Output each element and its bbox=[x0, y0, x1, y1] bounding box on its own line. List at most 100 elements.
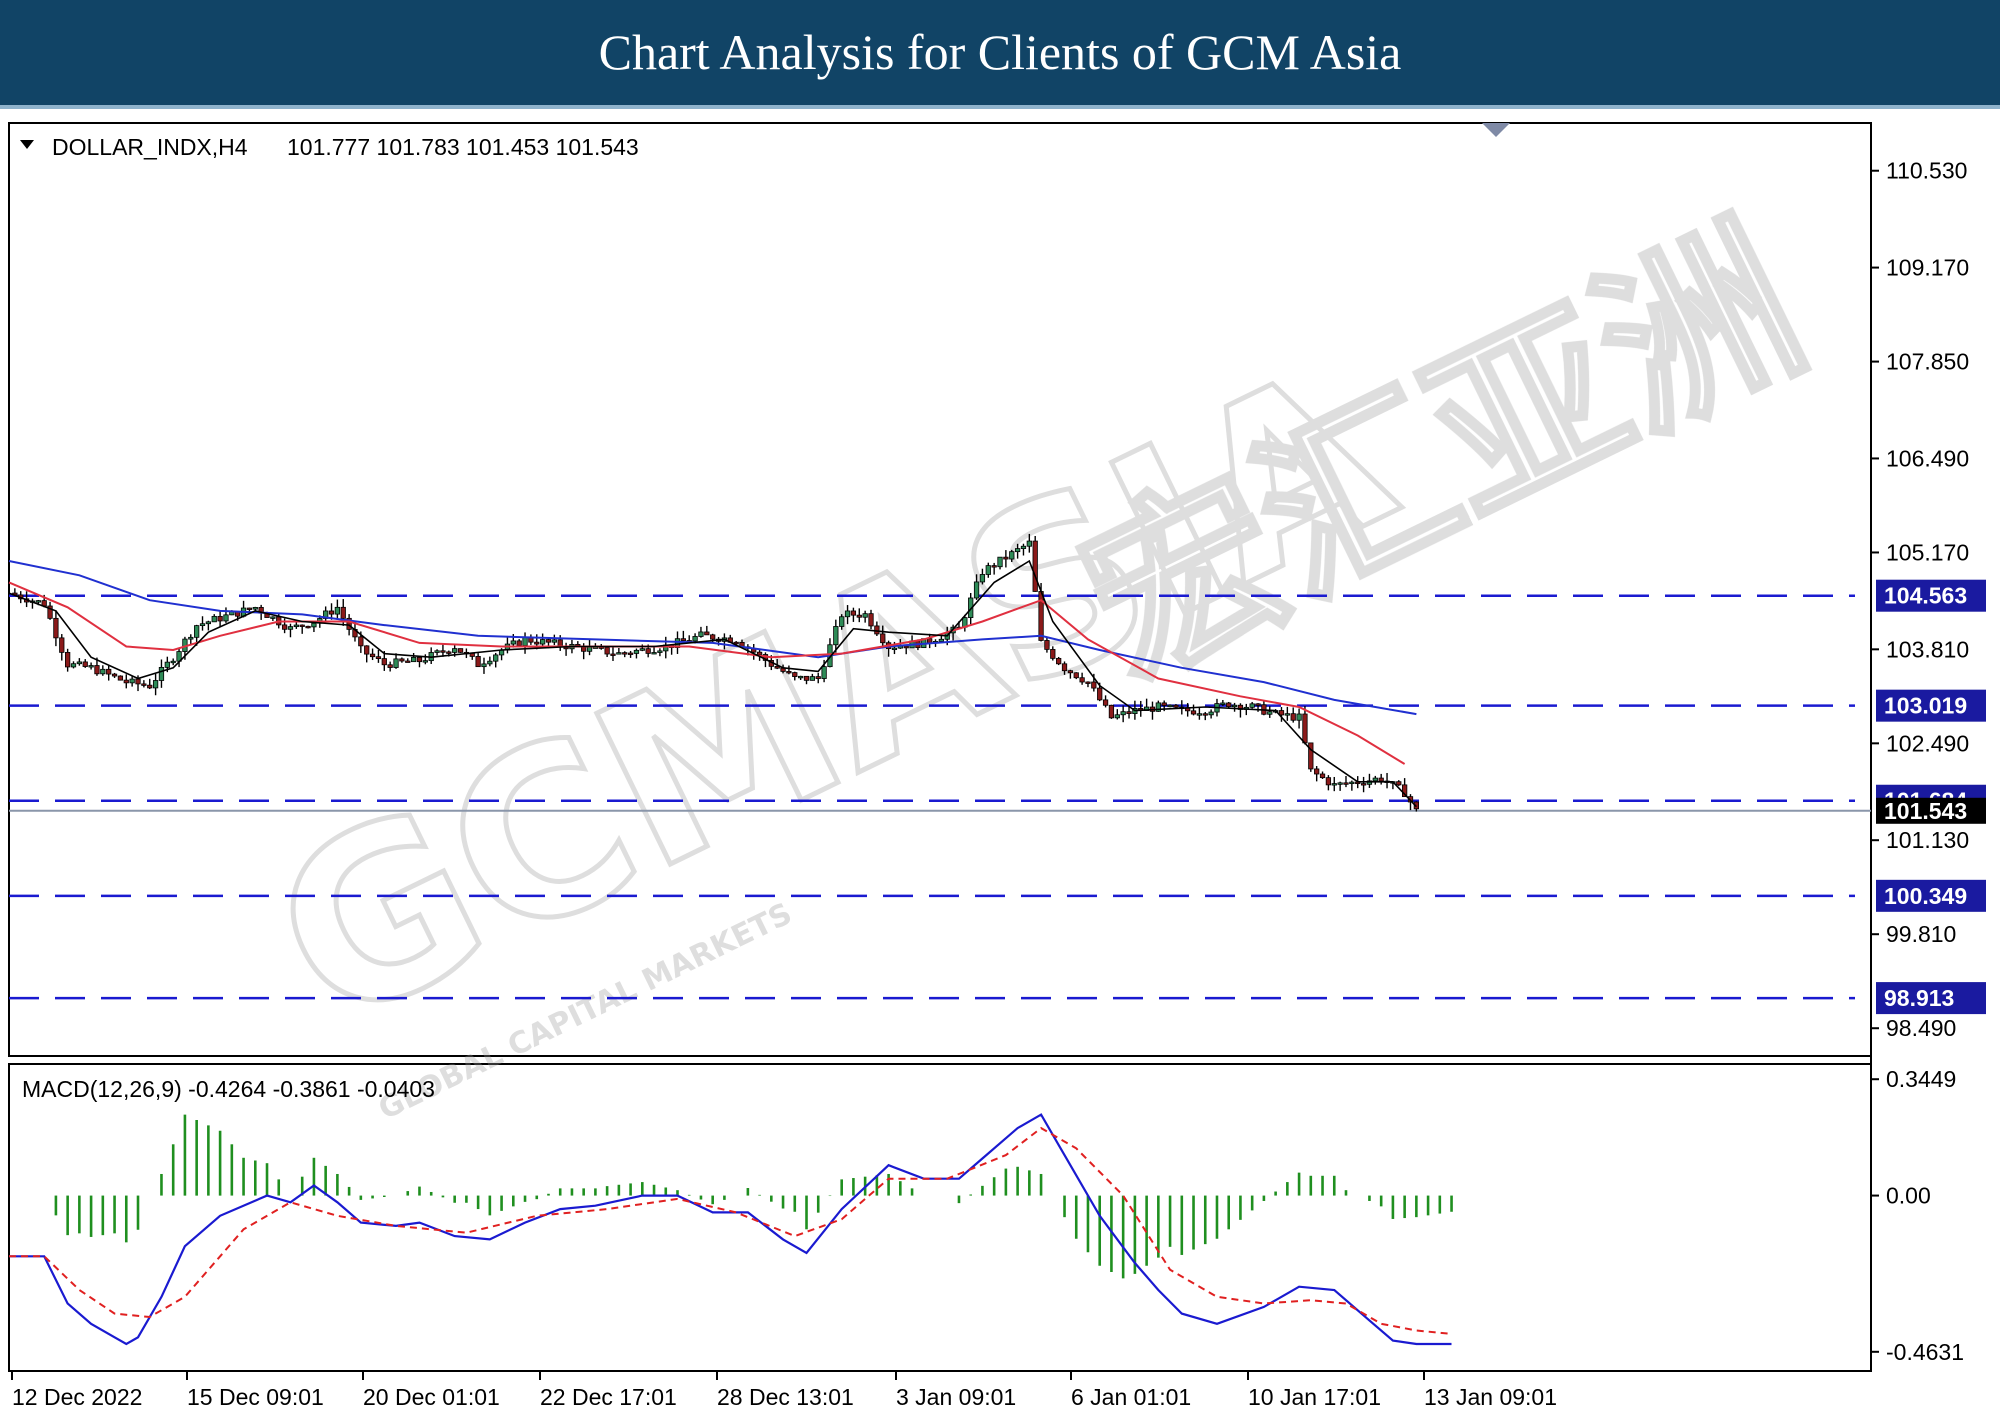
candle-body bbox=[1003, 556, 1009, 560]
candle-body bbox=[539, 639, 546, 645]
candle-body bbox=[1396, 781, 1402, 786]
level-label: 104.563 bbox=[1884, 583, 1967, 609]
price-tick-label: 107.850 bbox=[1886, 349, 1969, 375]
time-tick-label: 20 Dec 01:01 bbox=[363, 1384, 500, 1410]
candle-body bbox=[305, 625, 311, 629]
time-tick-label: 15 Dec 09:01 bbox=[187, 1384, 324, 1410]
candle-body bbox=[610, 653, 616, 656]
candle-body bbox=[1302, 713, 1308, 744]
candle-body bbox=[1009, 551, 1015, 560]
candle-body bbox=[1173, 704, 1179, 708]
candle-body bbox=[1097, 687, 1103, 701]
candle-body bbox=[1220, 702, 1226, 705]
candle-body bbox=[129, 678, 135, 684]
candle-body bbox=[1167, 704, 1173, 708]
price-tick-label: 98.490 bbox=[1886, 1015, 1956, 1041]
candle-body bbox=[59, 637, 65, 653]
candle-body bbox=[493, 654, 499, 662]
time-tick-label: 13 Jan 09:01 bbox=[1424, 1384, 1557, 1410]
macd-axis: 0.3449 0.00 -0.4631 bbox=[1871, 1066, 1964, 1365]
candle-body bbox=[323, 610, 329, 619]
moving-averages bbox=[8, 559, 1417, 808]
candle-body bbox=[985, 565, 991, 575]
candle-body bbox=[1155, 702, 1161, 712]
candle-body bbox=[475, 656, 481, 668]
candle-body bbox=[35, 600, 41, 603]
candle-body bbox=[803, 675, 810, 681]
candle-body bbox=[123, 679, 129, 684]
candle-body bbox=[1161, 702, 1167, 706]
candle-body bbox=[1337, 782, 1343, 785]
time-tick-label: 10 Jan 17:01 bbox=[1248, 1384, 1381, 1410]
candle-body bbox=[616, 652, 622, 655]
candle-body bbox=[194, 625, 200, 638]
candle-body bbox=[868, 613, 874, 627]
candle-body bbox=[710, 634, 716, 640]
candle-body bbox=[839, 616, 845, 627]
candle-body bbox=[152, 680, 159, 689]
price-axis: 110.530 109.170 107.850 106.490 105.170 103.8… bbox=[1871, 158, 1969, 1041]
candle-body bbox=[334, 606, 341, 615]
candle-body bbox=[100, 668, 106, 675]
price-tick-label: 109.170 bbox=[1886, 255, 1969, 281]
candle-body bbox=[188, 636, 194, 640]
dropdown-triangle-icon[interactable] bbox=[20, 140, 34, 149]
candle-body bbox=[94, 665, 100, 675]
candle-body bbox=[880, 633, 886, 644]
candle-body bbox=[680, 638, 686, 641]
candle-body bbox=[692, 636, 698, 642]
candle-body bbox=[1091, 681, 1097, 689]
candle-body bbox=[874, 625, 880, 635]
candle-body bbox=[545, 639, 552, 643]
price-panel bbox=[8, 122, 1872, 1057]
candle-body bbox=[1061, 663, 1068, 672]
candle-body bbox=[364, 645, 370, 655]
candle-body bbox=[1349, 781, 1355, 785]
candle-body bbox=[328, 610, 335, 615]
candle-body bbox=[815, 676, 821, 679]
candle-body bbox=[821, 666, 827, 679]
candle-body bbox=[633, 649, 640, 654]
ma-mid-line bbox=[8, 581, 1406, 765]
macd-tick-label: 0.00 bbox=[1886, 1183, 1931, 1209]
candle-body bbox=[1114, 714, 1120, 719]
candle-body bbox=[1108, 704, 1115, 719]
candle-body bbox=[792, 672, 798, 677]
candle-body bbox=[522, 637, 528, 646]
candle-body bbox=[534, 641, 540, 645]
macd-indicator bbox=[9, 1113, 1453, 1346]
candle-body bbox=[1038, 591, 1044, 641]
candle-body bbox=[639, 648, 645, 651]
candle-body bbox=[516, 640, 522, 646]
shift-marker-icon bbox=[1482, 123, 1510, 137]
candle-body bbox=[1249, 703, 1255, 708]
candle-body bbox=[698, 631, 704, 637]
candle-body bbox=[158, 667, 165, 681]
candle-body bbox=[645, 648, 651, 654]
candle-body bbox=[111, 673, 118, 677]
candle-body bbox=[1050, 649, 1056, 659]
candle-body bbox=[199, 623, 206, 627]
candle-body bbox=[164, 661, 170, 668]
candle-body bbox=[452, 648, 458, 653]
price-tick-label: 101.130 bbox=[1886, 827, 1969, 853]
price-tick-label: 106.490 bbox=[1886, 445, 1969, 471]
candle-body bbox=[416, 656, 423, 663]
candle-body bbox=[422, 660, 428, 663]
candle-body bbox=[1067, 670, 1074, 674]
candle-body bbox=[1372, 777, 1378, 782]
current-price-label: 101.543 bbox=[1884, 798, 1967, 824]
candle-body bbox=[299, 624, 305, 627]
candle-body bbox=[358, 636, 364, 647]
time-tick-label: 3 Jan 09:01 bbox=[896, 1384, 1016, 1410]
candle-body bbox=[170, 660, 176, 664]
candle-body bbox=[440, 650, 446, 653]
candle-body bbox=[1085, 681, 1091, 684]
macd-tick-label: 0.3449 bbox=[1886, 1066, 1956, 1092]
candle-body bbox=[106, 668, 112, 675]
candle-body bbox=[1073, 672, 1079, 679]
macd-header: MACD(12,26,9) -0.4264 -0.3861 -0.0403 bbox=[22, 1076, 435, 1102]
level-tag bbox=[1876, 689, 1986, 722]
ohlc-readout: 101.777 101.783 101.453 101.543 bbox=[287, 134, 639, 160]
